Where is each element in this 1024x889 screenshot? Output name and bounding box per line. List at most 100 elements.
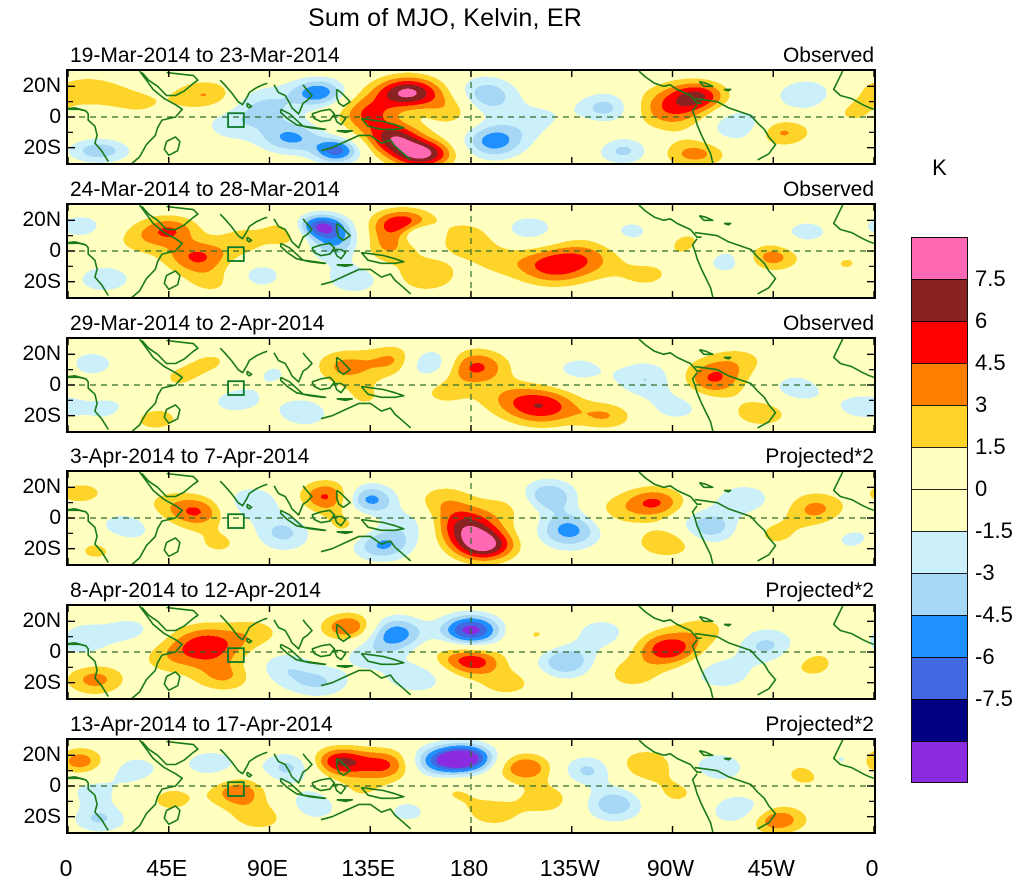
panel-date-range-1: 19-Mar-2014 to 23-Mar-2014 bbox=[70, 44, 340, 67]
colorbar-tick-label: 3 bbox=[975, 392, 988, 417]
x-tick-label: 90W bbox=[646, 855, 695, 881]
colorbar-tick-label: 6 bbox=[975, 308, 988, 333]
x-tick-label: 0 bbox=[865, 855, 879, 881]
y-tick-label: 20S bbox=[23, 403, 61, 427]
x-tick-label: 45E bbox=[146, 855, 188, 881]
colorbar-band bbox=[911, 363, 968, 405]
y-tick-label: 20N bbox=[22, 609, 61, 633]
colorbar-band bbox=[911, 321, 968, 363]
coastlines bbox=[68, 740, 874, 832]
colorbar-tick-label: -6 bbox=[975, 644, 995, 669]
panel-plot-area-3[interactable] bbox=[66, 337, 876, 433]
panel-date-range-2: 24-Mar-2014 to 28-Mar-2014 bbox=[70, 178, 340, 201]
panel-status-2: Observed bbox=[782, 178, 874, 201]
colorbar-band bbox=[911, 405, 968, 447]
colorbar-tick-label: -1.5 bbox=[975, 518, 1013, 543]
y-tick-label: 20N bbox=[22, 208, 61, 232]
y-tick-label: 0 bbox=[49, 373, 61, 396]
colorbar-band bbox=[911, 741, 968, 783]
contour-field-2 bbox=[68, 205, 874, 297]
y-tick-label: 20N bbox=[22, 743, 61, 767]
panel-date-range-4: 3-Apr-2014 to 7-Apr-2014 bbox=[70, 445, 310, 468]
marker-box bbox=[227, 513, 245, 529]
y-tick-label: 20S bbox=[23, 670, 61, 694]
y-axis-5: 20N 0 20S bbox=[0, 604, 66, 700]
contour-field-4 bbox=[68, 472, 874, 564]
panel-status-6: Projected*2 bbox=[765, 713, 874, 736]
colorbar-unit-label: K bbox=[932, 155, 947, 180]
colorbar-tick-label: -7.5 bbox=[975, 686, 1013, 711]
y-axis-2: 20N 0 20S bbox=[0, 203, 66, 299]
y-tick-label: 0 bbox=[49, 640, 61, 663]
colorbar-tick-label: 1.5 bbox=[975, 434, 1006, 459]
colorbar-tick-label: -3 bbox=[975, 560, 995, 585]
y-axis-6: 20N 0 20S bbox=[0, 738, 66, 834]
y-tick-label: 20N bbox=[22, 342, 61, 366]
coastlines bbox=[68, 71, 874, 163]
y-tick-label: 20N bbox=[22, 475, 61, 499]
x-tick-label: 135E bbox=[341, 855, 396, 881]
axis-ticks bbox=[68, 205, 874, 297]
axis-ticks bbox=[68, 71, 874, 163]
y-axis-4: 20N 0 20S bbox=[0, 470, 66, 566]
colorbar-tick-label: -4.5 bbox=[975, 602, 1013, 627]
contour-field-1 bbox=[68, 71, 874, 163]
marker-box bbox=[227, 246, 245, 262]
marker-box bbox=[227, 781, 245, 797]
axis-ticks bbox=[68, 606, 874, 698]
colorbar-band bbox=[911, 489, 968, 531]
y-tick-label: 20S bbox=[23, 135, 61, 159]
y-tick-label: 20S bbox=[23, 269, 61, 293]
coastlines bbox=[68, 606, 874, 698]
colorbar-band bbox=[911, 531, 968, 573]
y-tick-label: 0 bbox=[49, 105, 61, 128]
panel-plot-area-6[interactable] bbox=[66, 738, 876, 834]
y-axis-1: 20N 0 20S bbox=[0, 69, 66, 165]
panel-plot-area-4[interactable] bbox=[66, 470, 876, 566]
y-tick-label: 20S bbox=[23, 536, 61, 560]
panel-plot-area-5[interactable] bbox=[66, 604, 876, 700]
y-tick-label: 20N bbox=[22, 74, 61, 98]
x-tick-label: 135W bbox=[539, 855, 600, 881]
colorbar-band bbox=[911, 237, 968, 279]
y-axis-3: 20N 0 20S bbox=[0, 337, 66, 433]
y-tick-label: 20S bbox=[23, 804, 61, 828]
coastlines bbox=[68, 205, 874, 297]
colorbar-band bbox=[911, 279, 968, 321]
filled-contours bbox=[68, 339, 874, 431]
panel-plot-area-2[interactable] bbox=[66, 203, 876, 299]
colorbar-band bbox=[911, 573, 968, 615]
contour-field-3 bbox=[68, 339, 874, 431]
panel-date-range-6: 13-Apr-2014 to 17-Apr-2014 bbox=[70, 713, 333, 736]
colorbar-tick-label: 7.5 bbox=[975, 266, 1006, 291]
colorbar-band bbox=[911, 699, 968, 741]
y-tick-label: 0 bbox=[49, 506, 61, 529]
axis-ticks bbox=[68, 339, 874, 431]
contour-field-6 bbox=[68, 740, 874, 832]
panel-date-range-3: 29-Mar-2014 to 2-Apr-2014 bbox=[70, 312, 325, 335]
axis-ticks bbox=[68, 740, 874, 832]
marker-box bbox=[227, 112, 245, 128]
y-tick-label: 0 bbox=[49, 239, 61, 262]
colorbar[interactable] bbox=[911, 237, 968, 783]
x-tick-label: 180 bbox=[449, 855, 489, 881]
panel-date-range-5: 8-Apr-2014 to 12-Apr-2014 bbox=[70, 579, 321, 602]
x-axis: 0 45E 90E 135E 180 135W 90W 45W 0 bbox=[60, 849, 879, 885]
marker-box bbox=[227, 380, 245, 396]
panel-plot-area-1[interactable] bbox=[66, 69, 876, 165]
panel-status-1: Observed bbox=[782, 44, 874, 67]
panel-status-5: Projected*2 bbox=[765, 579, 874, 602]
x-tick-label: 0 bbox=[59, 855, 73, 881]
colorbar-tick-label: 0 bbox=[975, 476, 988, 501]
colorbar-band bbox=[911, 615, 968, 657]
x-tick-label: 45W bbox=[747, 855, 795, 881]
marker-box bbox=[227, 647, 245, 663]
figure-title: Sum of MJO, Kelvin, ER bbox=[308, 4, 582, 32]
filled-contours bbox=[68, 205, 874, 297]
x-tick-label: 90E bbox=[247, 855, 288, 881]
colorbar-band bbox=[911, 447, 968, 489]
colorbar-tick-label: 4.5 bbox=[975, 350, 1006, 375]
colorbar-band bbox=[911, 657, 968, 699]
contour-field-5 bbox=[68, 606, 874, 698]
